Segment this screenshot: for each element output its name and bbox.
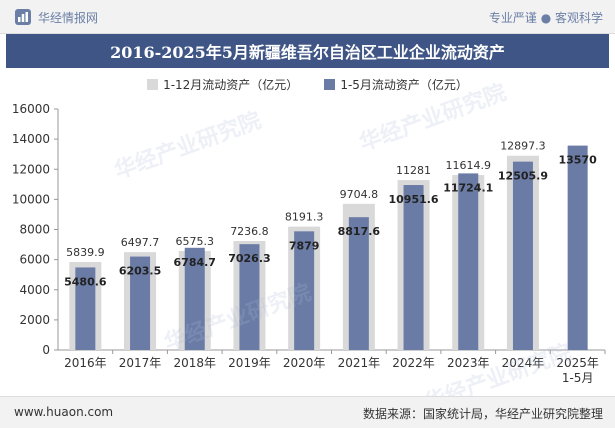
data-label-full-year: 5839.9 bbox=[66, 246, 105, 259]
x-tick-label: 2025年 bbox=[556, 356, 599, 370]
legend-swatch-jan-may bbox=[324, 78, 336, 90]
top-bar: 华经情报网 专业严谨 ● 客观科学 bbox=[0, 0, 615, 34]
data-label-jan-may: 6784.7 bbox=[174, 256, 216, 269]
x-tick-label: 2021年 bbox=[338, 356, 381, 370]
brand[interactable]: 华经情报网 bbox=[14, 7, 98, 27]
data-label-jan-may: 8817.6 bbox=[338, 225, 381, 238]
data-label-jan-may: 10951.6 bbox=[388, 193, 438, 206]
bar-chart: 0 2000 4000 6000 8000 10000 12000 14000 16000 583… bbox=[12, 102, 606, 385]
y-tick-label: 8000 bbox=[19, 223, 50, 237]
data-label-jan-may: 5480.6 bbox=[64, 275, 107, 288]
data-label-jan-may: 7026.3 bbox=[228, 252, 270, 265]
y-tick-label: 0 bbox=[42, 343, 50, 357]
data-label-jan-may: 12505.9 bbox=[498, 170, 548, 183]
y-tick-label: 16000 bbox=[12, 102, 50, 116]
data-label-full-year: 9704.8 bbox=[340, 188, 379, 201]
y-tick-label: 10000 bbox=[12, 192, 50, 206]
chart-title: 2016-2025年5月新疆维吾尔自治区工业企业流动资产 bbox=[6, 34, 609, 68]
x-tick-label: 2019年 bbox=[228, 356, 271, 370]
footer: www.huaon.com 数据来源：国家统计局，华经产业研究院整理 bbox=[0, 396, 615, 428]
logo-icon bbox=[15, 9, 31, 25]
bar-jan-may bbox=[239, 244, 260, 350]
data-label-jan-may: 7879 bbox=[289, 239, 320, 252]
legend-item-jan-may: 1-5月流动资产（亿元） bbox=[324, 74, 468, 94]
data-label-full-year: 11614.9 bbox=[446, 159, 492, 172]
bar-jan-may bbox=[348, 217, 369, 350]
bar-jan-may bbox=[184, 247, 205, 350]
legend-label-jan-may: 1-5月流动资产（亿元） bbox=[340, 77, 468, 92]
data-label-full-year: 11281 bbox=[396, 164, 431, 177]
data-label-full-year: 6497.7 bbox=[121, 236, 160, 249]
footer-url[interactable]: www.huaon.com bbox=[14, 405, 114, 419]
chart-legend: 1-12月流动资产（亿元） 1-5月流动资产（亿元） bbox=[0, 74, 615, 94]
data-label-full-year: 8191.3 bbox=[285, 211, 324, 224]
x-tick-label: 2020年 bbox=[283, 356, 326, 370]
bar-jan-may bbox=[294, 231, 315, 350]
legend-swatch-full-year bbox=[147, 78, 159, 90]
legend-item-full-year: 1-12月流动资产（亿元） bbox=[147, 74, 298, 94]
bar-jan-may bbox=[403, 185, 424, 350]
x-tick-label: 1-5月 bbox=[562, 371, 594, 385]
x-tick-label: 2017年 bbox=[119, 356, 162, 370]
y-tick-label: 2000 bbox=[19, 313, 50, 327]
bar-jan-may bbox=[130, 256, 151, 350]
bar-jan-may bbox=[75, 267, 96, 350]
y-tick-label: 4000 bbox=[19, 283, 50, 297]
y-tick-label: 12000 bbox=[12, 162, 50, 176]
x-tick-label: 2023年 bbox=[447, 356, 490, 370]
data-label-jan-may: 11724.1 bbox=[443, 181, 493, 194]
x-tick-label: 2022年 bbox=[392, 356, 435, 370]
data-label-jan-may: 13570 bbox=[559, 154, 598, 167]
x-tick-label: 2016年 bbox=[64, 356, 107, 370]
bar-jan-may bbox=[567, 145, 588, 350]
bar-jan-may bbox=[458, 173, 479, 350]
y-tick-label: 6000 bbox=[19, 253, 50, 267]
bar-jan-may bbox=[512, 161, 533, 350]
x-tick-label: 2018年 bbox=[173, 356, 216, 370]
legend-label-full-year: 1-12月流动资产（亿元） bbox=[163, 77, 299, 92]
data-label-full-year: 7236.8 bbox=[230, 225, 269, 238]
brand-name: 华经情报网 bbox=[38, 10, 99, 25]
footer-source: 数据来源：国家统计局，华经产业研究院整理 bbox=[362, 407, 603, 421]
tagline: 专业严谨 ● 客观科学 bbox=[488, 11, 603, 25]
data-label-jan-may: 6203.5 bbox=[119, 265, 161, 278]
x-tick-label: 2024年 bbox=[502, 356, 545, 370]
y-tick-label: 14000 bbox=[12, 132, 50, 146]
data-label-full-year: 12897.3 bbox=[500, 140, 546, 153]
data-label-full-year: 6575.3 bbox=[176, 235, 215, 248]
